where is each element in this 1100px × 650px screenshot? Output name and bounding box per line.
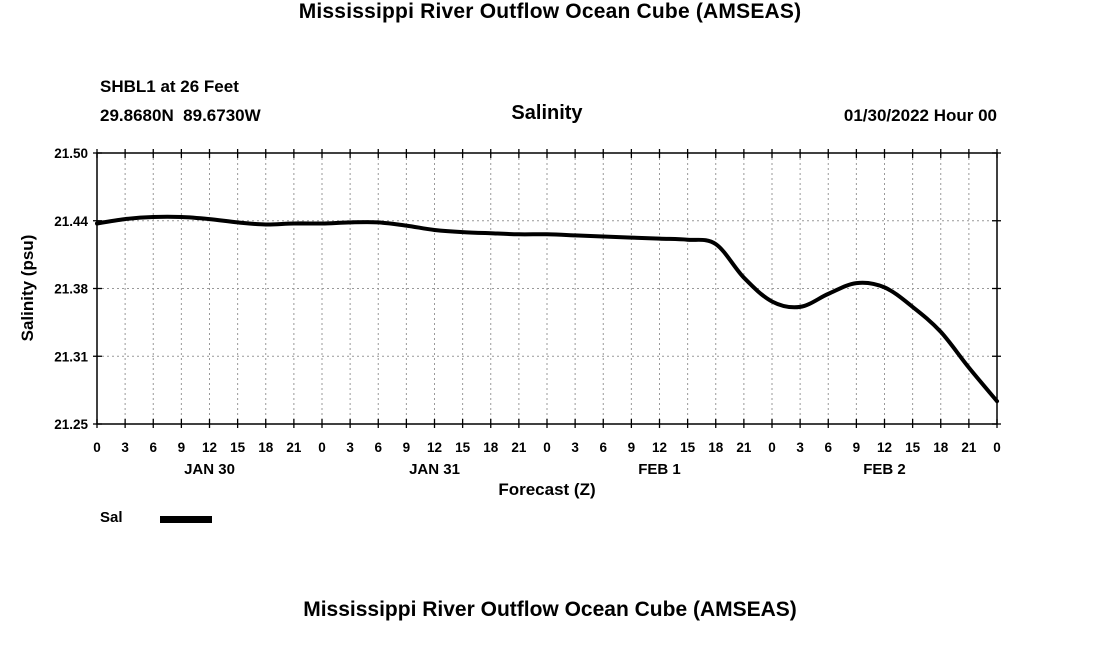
svg-text:9: 9 <box>178 440 186 455</box>
svg-text:0: 0 <box>768 440 776 455</box>
chart-panel-title: Salinity <box>511 102 583 124</box>
svg-text:9: 9 <box>403 440 411 455</box>
svg-text:21.31: 21.31 <box>54 349 88 364</box>
svg-text:6: 6 <box>149 440 157 455</box>
svg-text:21.25: 21.25 <box>54 417 88 432</box>
svg-text:JAN 30: JAN 30 <box>184 461 235 478</box>
svg-text:12: 12 <box>652 440 667 455</box>
svg-text:9: 9 <box>853 440 861 455</box>
svg-text:15: 15 <box>230 440 246 455</box>
svg-text:0: 0 <box>543 440 551 455</box>
footer-title: Mississippi River Outflow Ocean Cube (AM… <box>303 598 797 621</box>
axis-ticks <box>93 149 1001 428</box>
svg-text:6: 6 <box>599 440 607 455</box>
axis-tick-labels: 0 3 6 9 12 15 18 21 0 3 6 9 12 15 18 21 0 3 6 9 12 15 18 21 0 3 6 9… <box>54 146 1001 478</box>
svg-text:15: 15 <box>680 440 696 455</box>
svg-text:21: 21 <box>286 440 302 455</box>
svg-text:3: 3 <box>571 440 579 455</box>
svg-text:21.38: 21.38 <box>54 282 88 297</box>
svg-text:12: 12 <box>427 440 442 455</box>
svg-text:3: 3 <box>796 440 804 455</box>
svg-text:21: 21 <box>961 440 977 455</box>
svg-text:FEB 1: FEB 1 <box>638 461 681 478</box>
svg-text:0: 0 <box>318 440 326 455</box>
svg-text:18: 18 <box>708 440 724 455</box>
series-sal <box>95 214 999 404</box>
legend-line-swatch <box>160 516 212 523</box>
svg-text:18: 18 <box>258 440 274 455</box>
svg-text:12: 12 <box>877 440 892 455</box>
svg-text:15: 15 <box>905 440 921 455</box>
svg-text:JAN 31: JAN 31 <box>409 461 460 478</box>
svg-text:6: 6 <box>824 440 832 455</box>
svg-text:15: 15 <box>455 440 471 455</box>
svg-text:0: 0 <box>993 440 1001 455</box>
svg-text:21: 21 <box>736 440 752 455</box>
svg-text:FEB 2: FEB 2 <box>863 461 906 478</box>
x-axis-label: Forecast (Z) <box>498 480 596 499</box>
grid-lines <box>97 153 997 424</box>
page-title: Mississippi River Outflow Ocean Cube (AM… <box>298 0 802 23</box>
svg-text:18: 18 <box>483 440 499 455</box>
svg-text:3: 3 <box>346 440 354 455</box>
svg-text:21.50: 21.50 <box>54 146 88 161</box>
model-run-label: 01/30/2022 Hour 00 <box>843 106 997 125</box>
svg-text:21: 21 <box>511 440 527 455</box>
svg-text:12: 12 <box>202 440 217 455</box>
svg-text:0: 0 <box>93 440 101 455</box>
legend-label: Sal <box>100 509 123 526</box>
station-label: SHBL1 at 26 Feet <box>100 77 239 96</box>
svg-text:18: 18 <box>933 440 949 455</box>
svg-text:6: 6 <box>374 440 382 455</box>
svg-text:3: 3 <box>121 440 129 455</box>
data-series <box>95 214 999 404</box>
svg-text:21.44: 21.44 <box>54 214 88 229</box>
station-coordinates: 29.8680N 89.6730W <box>100 106 261 125</box>
svg-text:9: 9 <box>628 440 636 455</box>
